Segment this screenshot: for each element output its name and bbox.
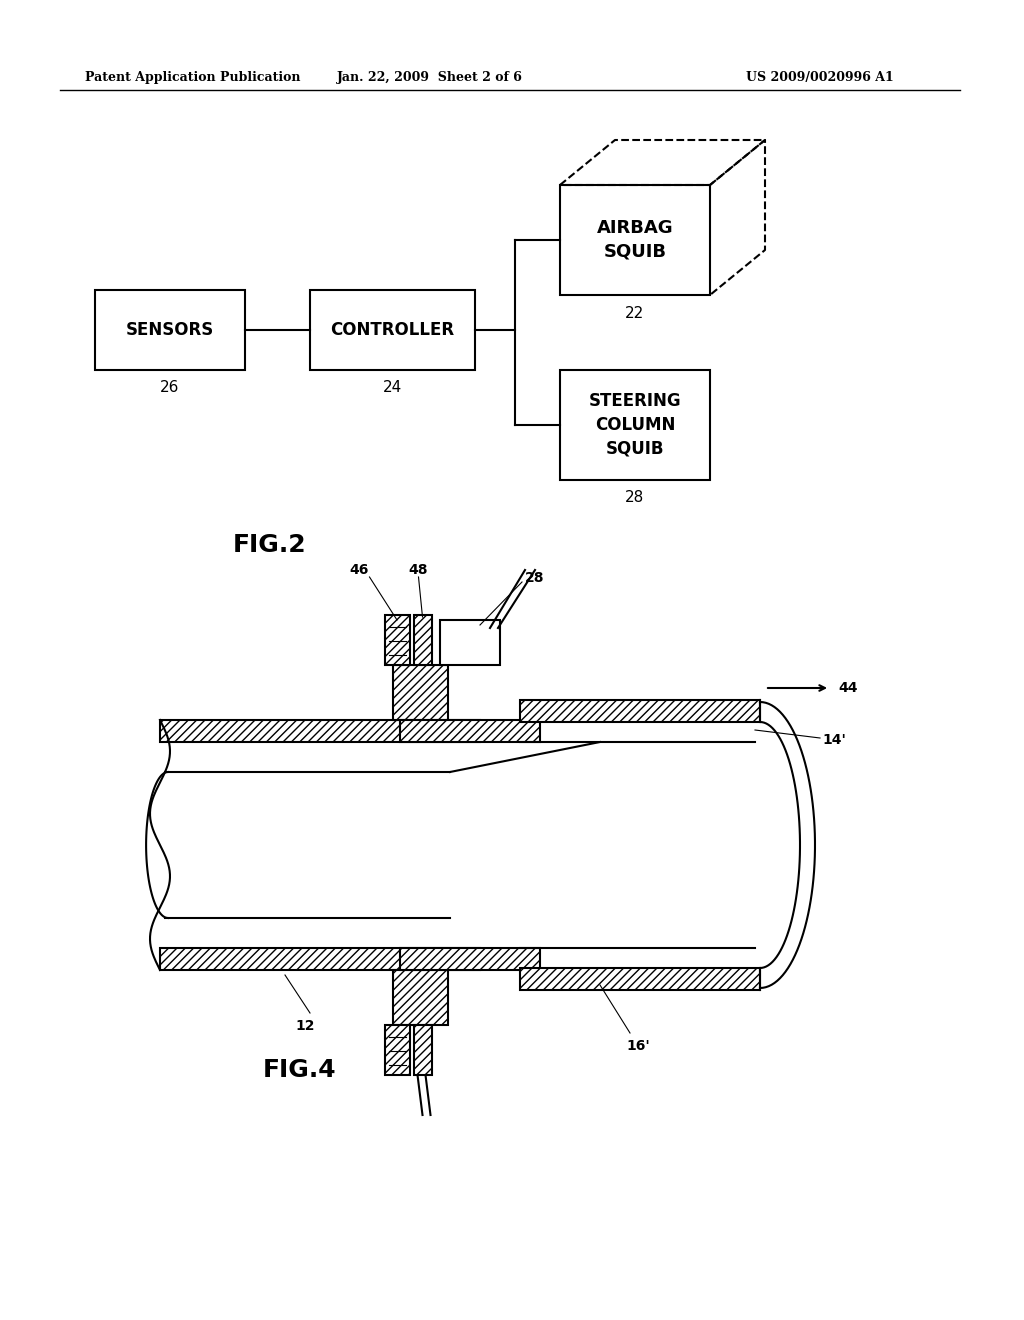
Text: 22: 22 — [626, 305, 645, 321]
Text: 14': 14' — [822, 733, 846, 747]
Text: SENSORS: SENSORS — [126, 321, 214, 339]
Text: Jan. 22, 2009  Sheet 2 of 6: Jan. 22, 2009 Sheet 2 of 6 — [337, 71, 523, 84]
Bar — [414, 615, 431, 665]
Bar — [414, 1026, 431, 1074]
Bar — [160, 948, 480, 970]
Bar — [414, 615, 431, 665]
Bar — [520, 700, 760, 722]
Text: 48: 48 — [409, 564, 428, 577]
Text: 44: 44 — [838, 681, 857, 696]
Bar — [400, 719, 540, 742]
Text: 16': 16' — [626, 1039, 650, 1053]
Bar — [384, 1026, 410, 1074]
Bar — [520, 968, 760, 990]
Bar — [560, 185, 710, 294]
Bar — [520, 700, 760, 722]
Bar — [95, 290, 245, 370]
Bar — [520, 968, 760, 990]
Text: US 2009/0020996 A1: US 2009/0020996 A1 — [746, 71, 894, 84]
Bar — [392, 970, 447, 1026]
Bar — [160, 948, 480, 970]
Bar — [400, 948, 540, 970]
Text: Patent Application Publication: Patent Application Publication — [85, 71, 300, 84]
Text: FIG.2: FIG.2 — [233, 533, 307, 557]
Bar — [440, 620, 500, 665]
Text: AIRBAG
SQUIB: AIRBAG SQUIB — [597, 219, 674, 261]
Text: CONTROLLER: CONTROLLER — [331, 321, 455, 339]
Bar — [384, 615, 410, 665]
Bar — [392, 665, 447, 719]
Text: FIG.4: FIG.4 — [263, 1059, 337, 1082]
Text: 24: 24 — [383, 380, 402, 396]
Bar — [560, 370, 710, 480]
Text: 26: 26 — [161, 380, 179, 396]
Bar — [392, 665, 447, 719]
Bar — [310, 290, 475, 370]
Bar — [400, 719, 540, 742]
Text: 28: 28 — [626, 491, 645, 506]
Bar — [400, 948, 540, 970]
Text: STEERING
COLUMN
SQUIB: STEERING COLUMN SQUIB — [589, 392, 681, 458]
Bar — [160, 719, 480, 742]
Text: 28: 28 — [525, 572, 545, 585]
Text: 46: 46 — [350, 564, 370, 577]
Bar — [392, 970, 447, 1026]
Bar — [160, 719, 480, 742]
Bar — [384, 1026, 410, 1074]
Bar — [414, 1026, 431, 1074]
Text: 12: 12 — [295, 1019, 314, 1034]
Bar — [384, 615, 410, 665]
